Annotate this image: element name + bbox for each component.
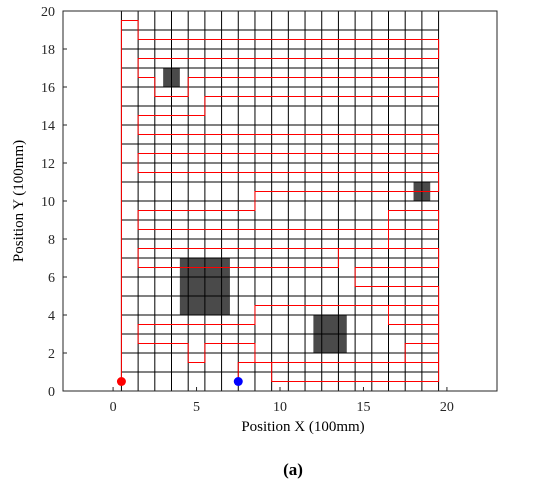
y-tick-label-12: 12 — [41, 157, 55, 172]
y-tick-label-20: 20 — [41, 5, 55, 20]
y-tick-label-18: 18 — [41, 43, 55, 58]
x-tick-label-0: 0 — [110, 400, 117, 415]
start-point — [116, 377, 126, 386]
y-tick-label-16: 16 — [41, 81, 55, 96]
grid-layer — [120, 10, 440, 392]
y-tick-label-0: 0 — [48, 385, 55, 400]
x-tick-label-5: 5 — [193, 400, 200, 415]
y-axis-label: Position Y (100mm) — [11, 140, 27, 262]
y-tick-label-2: 2 — [48, 347, 55, 362]
x-tick-label-20: 20 — [440, 400, 454, 415]
y-tick-label-10: 10 — [41, 195, 55, 210]
y-tick-label-8: 8 — [48, 233, 55, 248]
end-point — [233, 377, 243, 386]
x-tick-label-10: 10 — [273, 400, 287, 415]
markers-layer — [116, 377, 243, 386]
x-axis-label: Position X (100mm) — [241, 419, 364, 435]
y-tick-label-6: 6 — [48, 271, 55, 286]
y-tick-label-14: 14 — [41, 119, 55, 134]
y-tick-label-4: 4 — [48, 309, 55, 324]
figure-caption: (a) — [283, 460, 303, 479]
ticks-layer: 0 5 10 15 20 0 2 4 6 8 10 12 14 16 18 20 — [41, 5, 454, 415]
coverage-path-0 — [120, 20, 440, 382]
series-layer — [120, 20, 440, 382]
x-tick-label-15: 15 — [356, 400, 370, 415]
